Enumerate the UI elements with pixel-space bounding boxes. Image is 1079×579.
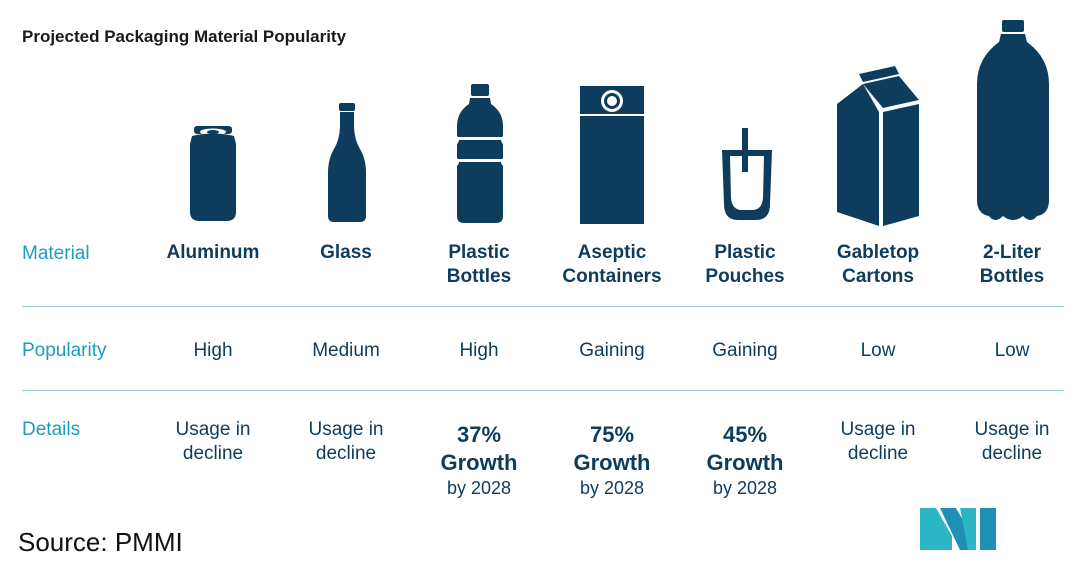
material-name-line: Aseptic [577,242,647,263]
brand-logo-icon [920,508,996,555]
growth-value: 37% [456,422,502,447]
material-name-line: Plastic [714,242,776,263]
details-line: Usage in [175,419,251,440]
popularity-value: Low [994,340,1030,361]
details-line: Usage in [840,419,916,440]
material-name: Glass [280,241,412,265]
material-name: Aseptic Containers [546,241,678,289]
growth-year: by 2028 [579,478,645,498]
details-line: decline [315,443,377,464]
material-name: Plastic Pouches [679,241,811,289]
material-name-line: Aluminum [166,242,260,263]
material-name-line: Pouches [705,266,785,287]
plastic-bottle-icon [455,84,505,224]
details-line: Usage in [308,419,384,440]
growth-value: 75% [589,422,635,447]
growth-label: Growth [440,450,518,475]
row-divider [22,390,1064,391]
soda-can-icon [188,126,238,223]
row-label-popularity: Popularity [22,340,107,361]
details-value: 45% Growth by 2028 [679,421,811,499]
popularity-value: High [459,340,499,361]
popularity-value: Gaining [579,340,645,361]
material-name-line: Bottles [446,266,512,287]
material-name: Aluminum [147,241,279,265]
growth-label: Growth [706,450,784,475]
popularity-value: High [193,340,233,361]
details-value: Usage in decline [812,418,944,466]
details-line: Usage in [974,419,1050,440]
row-label-details: Details [22,419,81,440]
growth-label: Growth [573,450,651,475]
details-line: decline [182,443,244,464]
material-name-line: Bottles [979,266,1045,287]
material-name-line: Glass [320,242,372,263]
material-name-line: Gabletop [836,242,920,263]
two-liter-bottle-icon [975,20,1051,224]
pouch-icon [722,128,772,222]
material-name: Gabletop Cartons [812,241,944,289]
popularity-value: Low [860,340,896,361]
growth-year: by 2028 [446,478,512,498]
material-name-line: Cartons [842,266,914,287]
details-value: Usage in decline [280,418,412,466]
gabletop-carton-icon [833,64,921,226]
details-line: decline [981,443,1043,464]
details-value: Usage in decline [147,418,279,466]
growth-value: 45% [722,422,768,447]
row-label-material: Material [22,243,90,264]
growth-year: by 2028 [712,478,778,498]
source-note: Source: PMMI [18,527,183,557]
details-value: 37% Growth by 2028 [413,421,545,499]
material-name-line: Plastic [448,242,510,263]
chart-title: Projected Packaging Material Popularity [22,27,347,46]
popularity-value: Gaining [712,340,778,361]
row-divider [22,306,1064,307]
material-name: 2-Liter Bottles [946,241,1078,289]
popularity-value: Medium [312,340,380,361]
glass-bottle-icon [326,103,368,223]
aseptic-carton-icon [580,86,644,224]
material-name-line: 2-Liter [982,242,1042,263]
material-name: Plastic Bottles [413,241,545,289]
details-line: decline [847,443,909,464]
details-value: Usage in decline [946,418,1078,466]
material-name-line: Containers [562,266,662,287]
details-value: 75% Growth by 2028 [546,421,678,499]
